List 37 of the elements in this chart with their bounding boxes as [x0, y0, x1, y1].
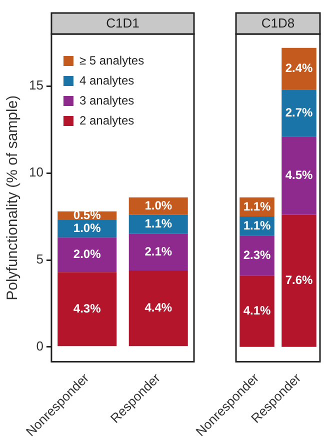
data-label: 1.1% [243, 218, 272, 232]
data-label: 0.5% [73, 208, 102, 222]
data-label: 1.0% [73, 221, 102, 236]
bar [282, 214, 316, 347]
chart-title: C1D8 [261, 16, 295, 31]
data-label: 2.3% [243, 248, 272, 262]
y-tick-label: 5 [36, 252, 44, 267]
bar [282, 90, 316, 137]
data-label: 2.7% [285, 105, 314, 120]
data-label: 2.4% [285, 61, 314, 76]
bar [58, 272, 117, 346]
legend-label: 4 analytes [79, 73, 134, 88]
y-axis-title: Polyfunctionality (% of sample) [4, 95, 22, 300]
bar [58, 237, 117, 272]
data-label: 1.0% [144, 198, 172, 212]
bar [128, 270, 188, 346]
data-label: 4.5% [285, 168, 314, 182]
legend-label: 2 analytes [79, 113, 134, 128]
legend-label: 3 analytes [79, 93, 134, 108]
bar [282, 136, 316, 215]
legend-label: ≥ 5 analytes [79, 53, 144, 68]
y-tick-label: 10 [28, 164, 44, 180]
data-label: 1.1% [144, 216, 172, 231]
bar [128, 234, 188, 270]
y-tick-label: 15 [28, 78, 44, 93]
data-label: 4.3% [73, 301, 102, 316]
bar [240, 276, 274, 347]
data-label: 7.6% [285, 273, 314, 288]
bar [240, 236, 274, 276]
data-label: 4.4% [144, 300, 172, 315]
data-label: 2.0% [73, 247, 102, 262]
data-label: 4.1% [243, 304, 272, 318]
y-tick-label: 0 [36, 338, 44, 354]
data-label: 1.1% [243, 199, 272, 214]
chart-title: C1D1 [106, 16, 140, 31]
data-label: 2.1% [144, 244, 172, 258]
bar [282, 48, 316, 90]
